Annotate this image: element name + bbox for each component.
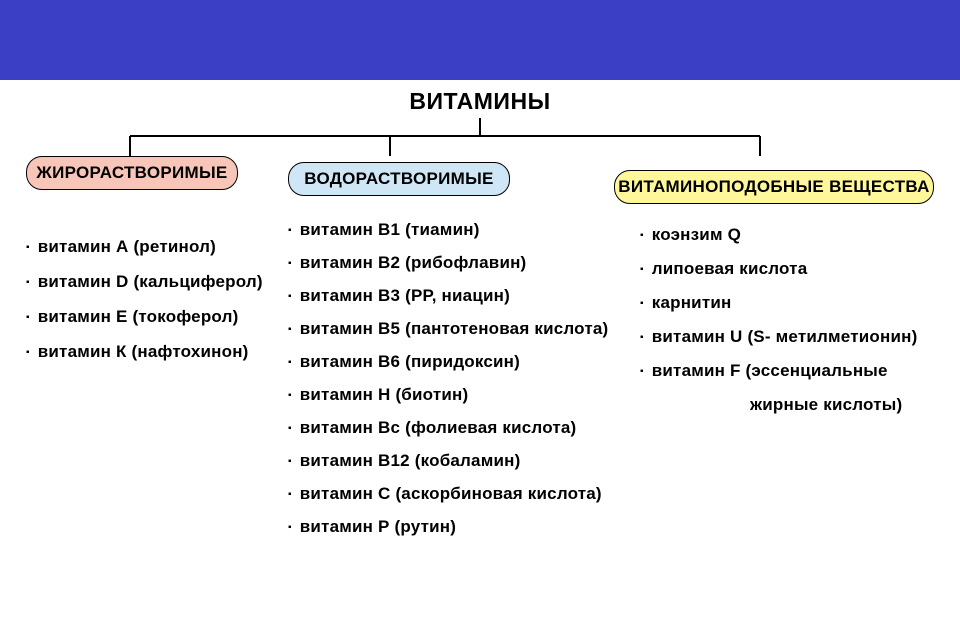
list-item: витамин Е (токоферол) (26, 300, 263, 335)
list-vitamin-like: коэнзим Qлипоевая кислотакарнитинвитамин… (640, 218, 917, 422)
list-item: витамин К (нафтохинон) (26, 335, 263, 370)
list-item: витамин Р (рутин) (288, 511, 608, 544)
list-item: витамин В2 (рибофлавин) (288, 247, 608, 280)
pill-water-soluble: ВОДОРАСТВОРИМЫЕ (288, 162, 510, 196)
list-item: витамин U (S- метилметионин) (640, 320, 917, 354)
list-item: липоевая кислота (640, 252, 917, 286)
list-item: витамин В12 (кобаламин) (288, 445, 608, 478)
list-item: витамин Н (биотин) (288, 379, 608, 412)
list-item: карнитин (640, 286, 917, 320)
list-item: витамин В6 (пиридоксин) (288, 346, 608, 379)
pill-vitamin-like: ВИТАМИНОПОДОБНЫЕ ВЕЩЕСТВА (614, 170, 934, 204)
list-item: витамин С (аскорбиновая кислота) (288, 478, 608, 511)
list-item-continuation: жирные кислоты) (640, 388, 917, 422)
list-item: витамин D (кальциферол) (26, 265, 263, 300)
list-item: витамин F (эссенциальные (640, 354, 917, 388)
list-item: витамин В1 (тиамин) (288, 214, 608, 247)
pill-fat-soluble: ЖИРОРАСТВОРИМЫЕ (26, 156, 238, 190)
list-item: витамин В3 (РР, ниацин) (288, 280, 608, 313)
list-fat-soluble: витамин А (ретинол)витамин D (кальциферо… (26, 230, 263, 370)
list-item: витамин А (ретинол) (26, 230, 263, 265)
list-item: витамин В5 (пантотеновая кислота) (288, 313, 608, 346)
list-item: коэнзим Q (640, 218, 917, 252)
list-water-soluble: витамин В1 (тиамин)витамин В2 (рибофлави… (288, 214, 608, 544)
top-banner (0, 0, 960, 80)
list-item: витамин Вс (фолиевая кислота) (288, 412, 608, 445)
